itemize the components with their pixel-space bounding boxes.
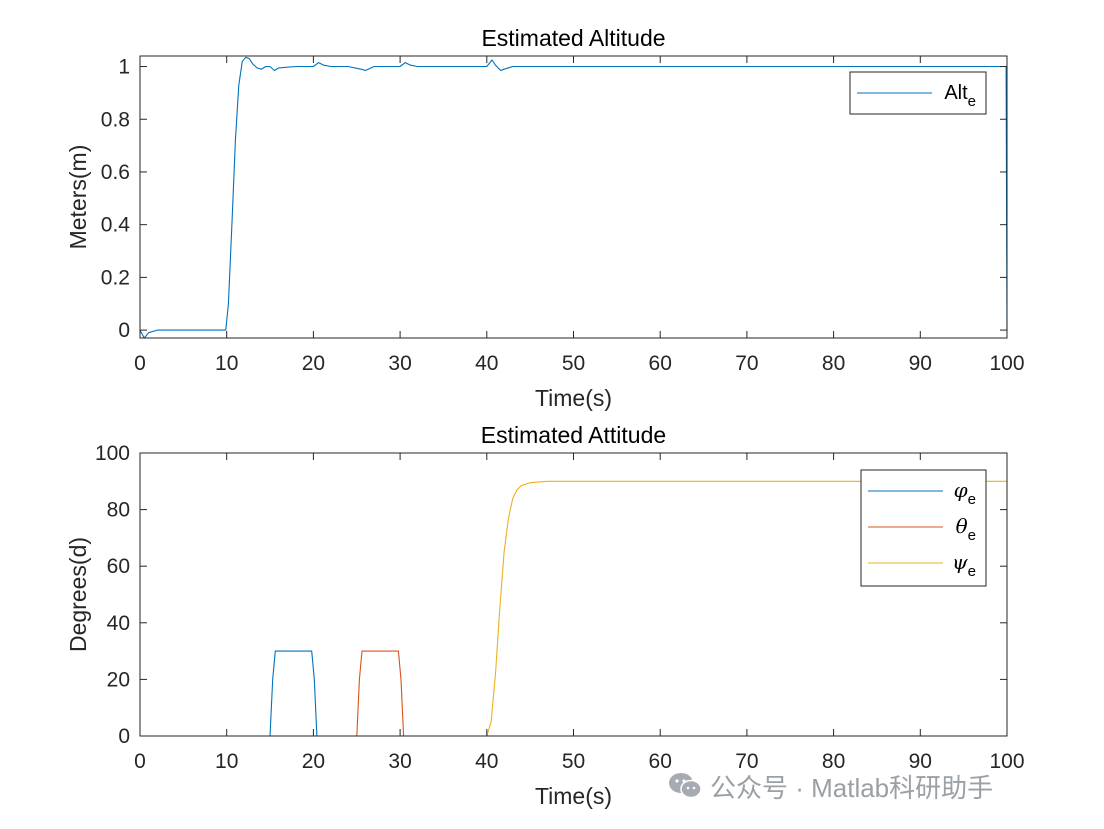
x-tick-label: 40 [475, 750, 498, 773]
legend-entry-name: Alt [944, 82, 968, 104]
x-tick-label: 70 [735, 352, 758, 375]
x-tick-label: 50 [562, 750, 585, 773]
y-tick-label: 20 [107, 668, 130, 691]
x-tick-label: 0 [134, 750, 146, 773]
y-axis-label: Degrees(d) [65, 537, 91, 652]
y-tick-label: 0 [118, 725, 130, 748]
legend-entry-name: φ [954, 478, 968, 502]
y-axis-label: Meters(m) [65, 145, 91, 250]
x-axis-label: Time(s) [535, 385, 612, 411]
legend-entry-name: θ [956, 514, 968, 538]
y-tick-label: 0.4 [101, 214, 131, 237]
chart-title: Estimated Altitude [481, 25, 665, 51]
legend-entry-subscript: e [968, 491, 976, 508]
legend-entry-name: ψ [952, 550, 968, 574]
series-line-2 [140, 650, 1007, 737]
x-tick-label: 20 [302, 750, 325, 773]
legend-entry-3: ψe [952, 550, 976, 580]
chart-2: 0 10 20 30 40 50 60 70 80 90 100 0 20 40 60 80 100 Estima… [65, 422, 1025, 809]
x-tick-label: 90 [909, 750, 932, 773]
x-tick-label: 30 [388, 750, 411, 773]
y-tick-label: 40 [107, 612, 130, 635]
x-tick-label: 80 [822, 750, 845, 773]
y-tick-label: 1 [118, 56, 130, 79]
x-axis-label: Time(s) [535, 783, 612, 809]
y-tick-label: 0 [118, 319, 130, 342]
y-tick-label: 80 [107, 499, 130, 522]
x-tick-label: 70 [735, 750, 758, 773]
legend-entry-2: θe [956, 514, 976, 544]
legend: Alte [849, 71, 987, 115]
y-tick-label: 0.2 [101, 266, 130, 289]
series-line-3 [140, 480, 1007, 737]
legend-entry-subscript: e [968, 563, 976, 580]
y-tick-label: 60 [107, 555, 130, 578]
legend-entry-subscript: e [968, 527, 976, 544]
x-tick-label: 100 [989, 750, 1024, 773]
x-tick-label: 100 [989, 352, 1024, 375]
x-tick-label: 60 [649, 352, 672, 375]
legend-entry-subscript: e [968, 93, 976, 110]
y-tick-label: 100 [95, 442, 130, 465]
legend-entry-1: Alte [944, 82, 976, 110]
x-tick-label: 10 [215, 352, 238, 375]
x-tick-label: 60 [649, 750, 672, 773]
legend-box [860, 469, 987, 587]
watermark: 公众号 · Matlab科研助手 [668, 766, 993, 806]
x-tick-label: 90 [909, 352, 932, 375]
series-line-1 [140, 650, 1007, 737]
legend-entry-1: φe [954, 478, 976, 508]
series-line-1 [139, 56, 1008, 339]
wechat-icon [668, 771, 702, 801]
x-tick-label: 30 [388, 352, 411, 375]
x-tick-label: 40 [475, 352, 498, 375]
y-tick-label: 0.6 [101, 161, 130, 184]
chart-title: Estimated Attitude [481, 422, 666, 448]
watermark-text: 公众号 · Matlab科研助手 [710, 772, 994, 803]
x-tick-label: 10 [215, 750, 238, 773]
x-tick-label: 80 [822, 352, 845, 375]
chart-1: 0 10 20 30 40 50 60 70 80 90 100 0 0.2 0.4 0.6 0.8 1 Esti… [65, 25, 1025, 411]
x-tick-label: 50 [562, 352, 585, 375]
y-tick-label: 0.8 [101, 108, 130, 131]
x-tick-label: 0 [134, 352, 146, 375]
x-tick-label: 20 [302, 352, 325, 375]
